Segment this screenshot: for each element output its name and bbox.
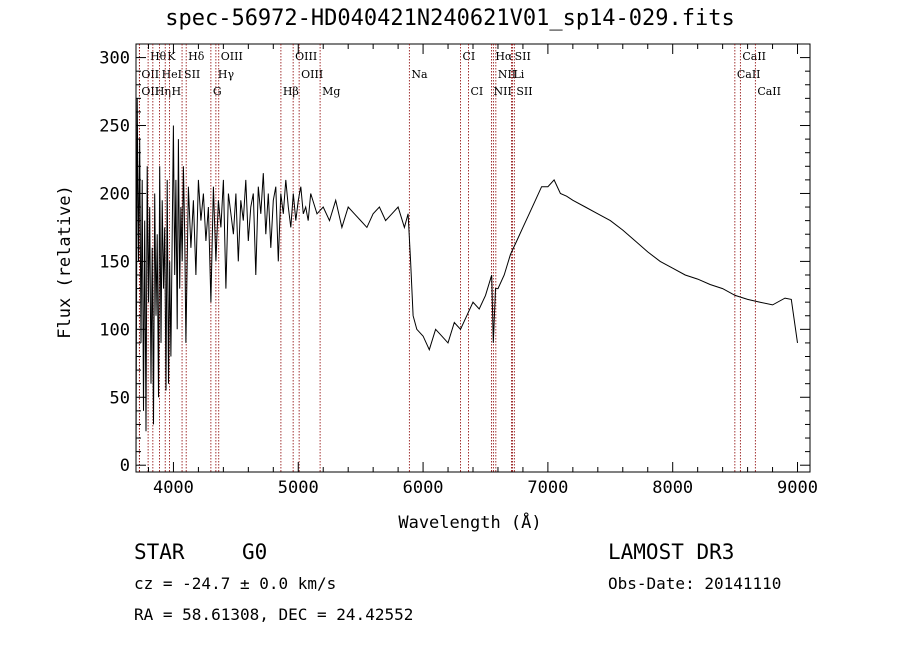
- tick-label: 6000: [403, 478, 444, 498]
- coordinates: RA = 58.61308, DEC = 24.42552: [134, 605, 414, 624]
- tick-label: 5000: [278, 478, 319, 498]
- redshift-value: cz = -24.7 ± 0.0 km/s: [134, 574, 337, 593]
- tick-label: 300: [99, 49, 130, 69]
- spectrum-line: [135, 98, 798, 466]
- object-class: STAR: [134, 540, 185, 564]
- line-label: CaII: [757, 85, 781, 98]
- line-label: G: [213, 85, 222, 98]
- line-label: Na: [411, 68, 428, 81]
- line-label: OIII: [221, 50, 243, 63]
- line-label: SII: [184, 68, 200, 81]
- line-label: Hα: [495, 50, 513, 63]
- tick-label: 8000: [652, 478, 693, 498]
- line-label: NII: [493, 85, 511, 98]
- line-label: Li: [513, 68, 524, 81]
- axis-ticks: 4000 5000 6000 7000 8000 9000 0 50 100 150 200 250 3…: [99, 44, 818, 498]
- line-label: OII: [141, 85, 159, 98]
- line-label: OIII: [301, 68, 323, 81]
- line-label: Hβ: [283, 85, 299, 98]
- line-label: CaII: [737, 68, 761, 81]
- y-axis-label: Flux (relative): [55, 185, 75, 339]
- tick-label: 9000: [777, 478, 818, 498]
- obs-date: Obs-Date: 20141110: [608, 574, 782, 593]
- tick-label: 150: [99, 252, 130, 272]
- line-label: SII: [516, 85, 532, 98]
- tick-label: 4000: [153, 478, 194, 498]
- subclass: G0: [242, 540, 268, 564]
- tick-label: 100: [99, 320, 130, 340]
- tick-label: 50: [110, 388, 130, 408]
- tick-label: 250: [99, 117, 130, 137]
- line-label: Hδ: [188, 50, 205, 63]
- line-label: SII: [515, 50, 531, 63]
- line-label: Hθ: [150, 50, 167, 63]
- tick-label: 200: [99, 184, 130, 204]
- line-label: H: [171, 85, 181, 98]
- survey-name: LAMOST DR3: [608, 540, 735, 564]
- tick-label: 0: [120, 456, 130, 476]
- line-label: CaII: [742, 50, 766, 63]
- chart-title: spec-56972-HD040421N240621V01_sp14-029.f…: [165, 6, 735, 31]
- line-label: Mg: [322, 85, 340, 98]
- tick-label: 7000: [527, 478, 568, 498]
- x-axis-label: Wavelength (Å): [398, 511, 541, 533]
- line-label: OIII: [295, 50, 317, 63]
- line-label: HeI: [162, 68, 182, 81]
- plot-frame: [135, 43, 811, 473]
- line-label: Hγ: [218, 68, 235, 81]
- line-label: CI: [471, 85, 484, 98]
- line-label: OII: [141, 68, 159, 81]
- line-label: Hη: [155, 85, 171, 98]
- line-label: K: [167, 50, 176, 63]
